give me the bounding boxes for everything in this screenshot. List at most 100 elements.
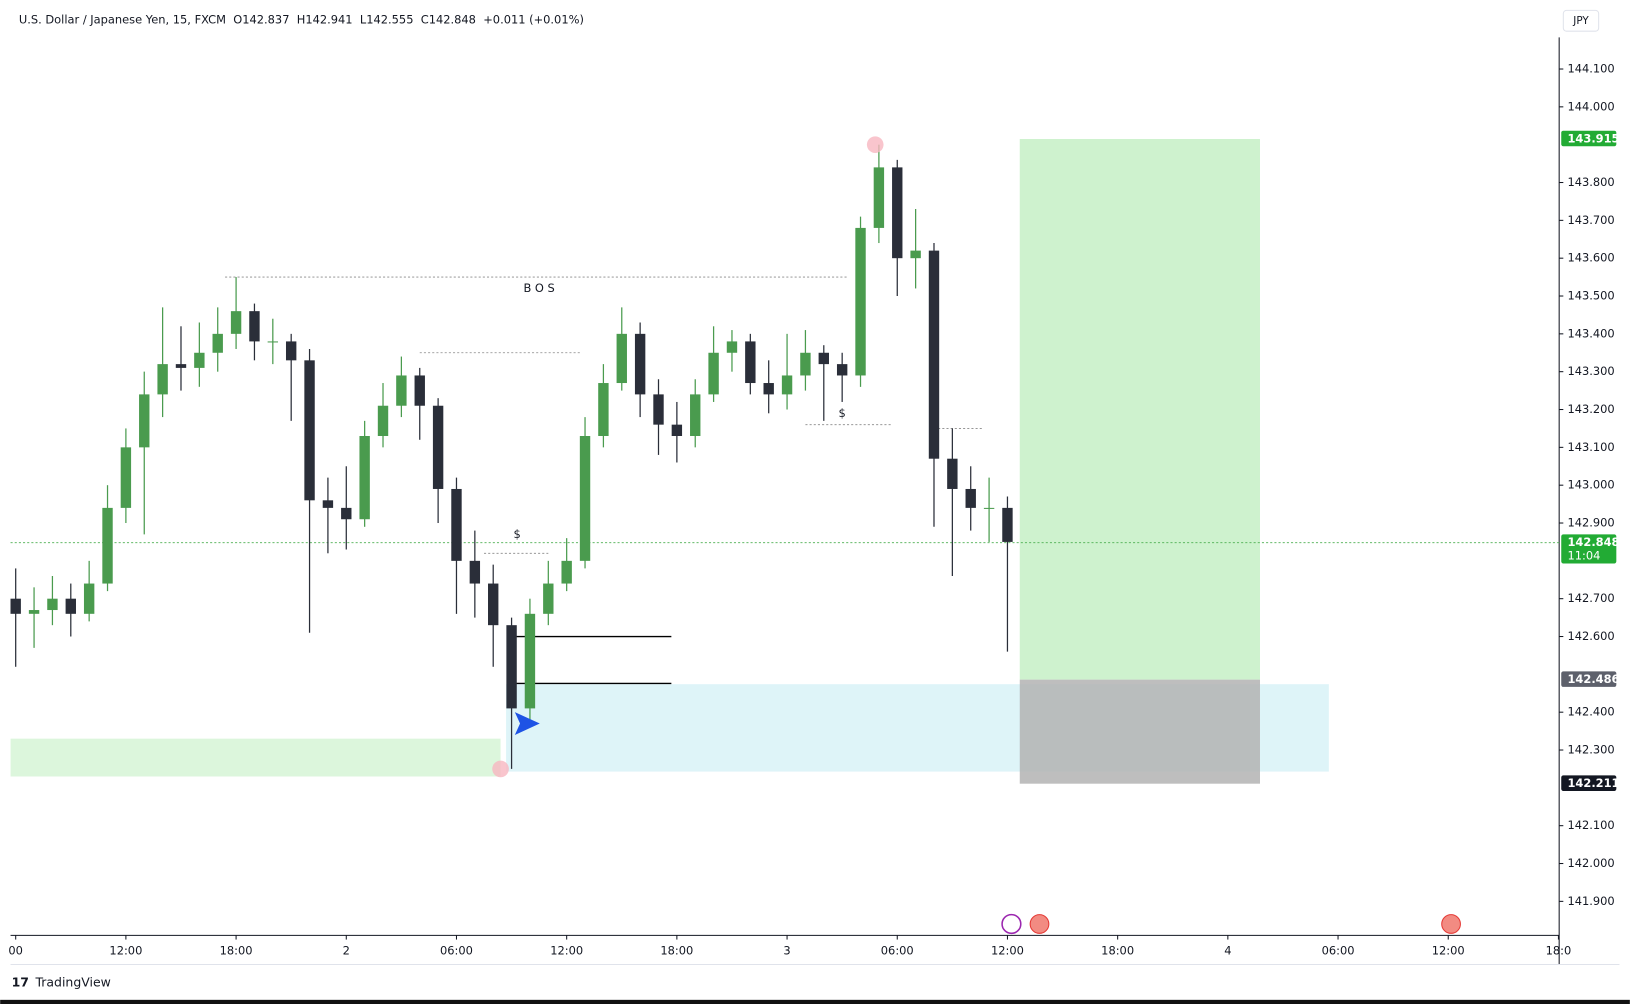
candle-body	[892, 167, 903, 259]
y-tick-label: 143.500	[1567, 289, 1614, 303]
candle-body	[928, 250, 940, 459]
candle-body	[561, 560, 572, 584]
candle-body	[267, 341, 279, 343]
y-tick-label: 143.000	[1567, 478, 1614, 492]
annotation: $	[513, 527, 520, 541]
pivot-marker	[866, 136, 884, 153]
candle-body	[65, 598, 76, 614]
header-item: L142.555	[360, 12, 414, 26]
price-tag-label: 142.486	[1567, 672, 1619, 686]
candle-body	[432, 405, 444, 489]
candle-body	[708, 352, 719, 395]
candle-body	[139, 394, 150, 448]
candle-body	[469, 560, 481, 584]
candle-body	[579, 435, 591, 561]
candle-body	[690, 394, 701, 436]
y-tick-label: 141.900	[1567, 894, 1614, 908]
candle-body	[836, 364, 848, 376]
candle-body	[322, 500, 334, 508]
header-item: +0.011 (+0.01%)	[483, 12, 584, 26]
candle-body	[818, 352, 829, 365]
currency-button[interactable]: JPY	[1572, 15, 1589, 27]
candle-body	[304, 360, 315, 501]
price-tag	[1561, 671, 1617, 687]
header-item: U.S. Dollar / Japanese Yen, 15, FXCM	[19, 12, 226, 26]
x-tick-label: 3	[783, 943, 790, 957]
zone	[1019, 139, 1260, 680]
y-tick-label: 142.000	[1567, 856, 1614, 870]
candle-body	[377, 405, 389, 436]
y-tick-label: 144.000	[1567, 99, 1614, 113]
candle-body	[83, 583, 95, 614]
candle-body	[341, 507, 352, 520]
candle-body	[451, 488, 462, 561]
y-tick-label: 143.200	[1567, 402, 1614, 416]
candle-body	[745, 341, 756, 384]
event-icon[interactable]	[1441, 914, 1461, 934]
annotation: B O S	[523, 281, 554, 295]
candle-body	[212, 333, 223, 353]
x-tick-label: 06:00	[440, 943, 473, 957]
x-tick-label: 2	[343, 943, 350, 957]
candle-body	[47, 598, 58, 611]
candle-body	[671, 424, 683, 436]
candle-body	[855, 227, 866, 376]
candle-body	[524, 613, 536, 709]
pivot-marker	[492, 760, 509, 778]
y-tick-label: 142.600	[1567, 629, 1614, 643]
candle-body	[598, 383, 609, 436]
price-tag	[1561, 775, 1617, 791]
candle-body	[28, 610, 40, 614]
candle-body	[506, 625, 517, 709]
candle-body	[157, 364, 168, 395]
zone	[10, 738, 501, 777]
price-tag-label: 143.915	[1567, 132, 1619, 146]
price-tag	[1561, 130, 1617, 147]
price-tag-label: 142.848	[1567, 535, 1619, 549]
event-icon[interactable]	[1001, 913, 1022, 935]
x-tick-label: 12:00	[550, 943, 583, 957]
annotation: $	[839, 406, 846, 420]
candle-body	[249, 311, 260, 342]
candle-body	[763, 383, 774, 395]
y-tick-label: 143.800	[1567, 175, 1614, 189]
event-icon[interactable]	[1029, 914, 1050, 934]
brand: TradingView	[34, 975, 110, 990]
price-tag	[1561, 534, 1617, 564]
x-tick-label: 12:00	[109, 943, 142, 957]
candle-body	[781, 375, 793, 395]
candle-body	[726, 341, 738, 353]
candle-body	[616, 333, 627, 384]
y-tick-label: 142.400	[1567, 705, 1614, 719]
header-item: C142.848	[421, 12, 476, 26]
zone	[1019, 679, 1260, 784]
candle-body	[396, 375, 407, 406]
candle-body	[10, 598, 21, 614]
candle-body	[947, 458, 958, 489]
candle-body	[910, 250, 921, 259]
candle-body	[175, 364, 187, 368]
header-item: H142.941	[297, 12, 353, 26]
candle-body	[488, 583, 499, 626]
y-tick-label: 143.600	[1567, 251, 1614, 265]
candle-body	[102, 507, 113, 584]
x-tick-label: 18:00	[660, 943, 693, 957]
candle-body	[194, 352, 205, 368]
x-tick-label: 06:00	[881, 943, 914, 957]
header-item: O142.837	[233, 12, 289, 26]
y-tick-label: 144.100	[1567, 62, 1614, 76]
y-tick-label: 142.100	[1567, 818, 1614, 832]
y-tick-label: 142.900	[1567, 516, 1614, 530]
currency-button-box[interactable]	[1562, 9, 1600, 32]
x-tick-label: 06:00	[1322, 943, 1355, 957]
candle-body	[873, 167, 885, 228]
y-tick-label: 143.700	[1567, 213, 1614, 227]
x-tick-label: 18:00	[1101, 943, 1134, 957]
x-tick-label: 12:00	[991, 943, 1024, 957]
price-tag-countdown: 11:04	[1567, 549, 1600, 563]
y-tick-label: 142.700	[1567, 591, 1614, 605]
candle-body	[120, 447, 132, 508]
symbol-header: U.S. Dollar / Japanese Yen, 15, FXCM O142…	[19, 12, 584, 26]
x-tick-label: 18:00	[220, 943, 253, 957]
